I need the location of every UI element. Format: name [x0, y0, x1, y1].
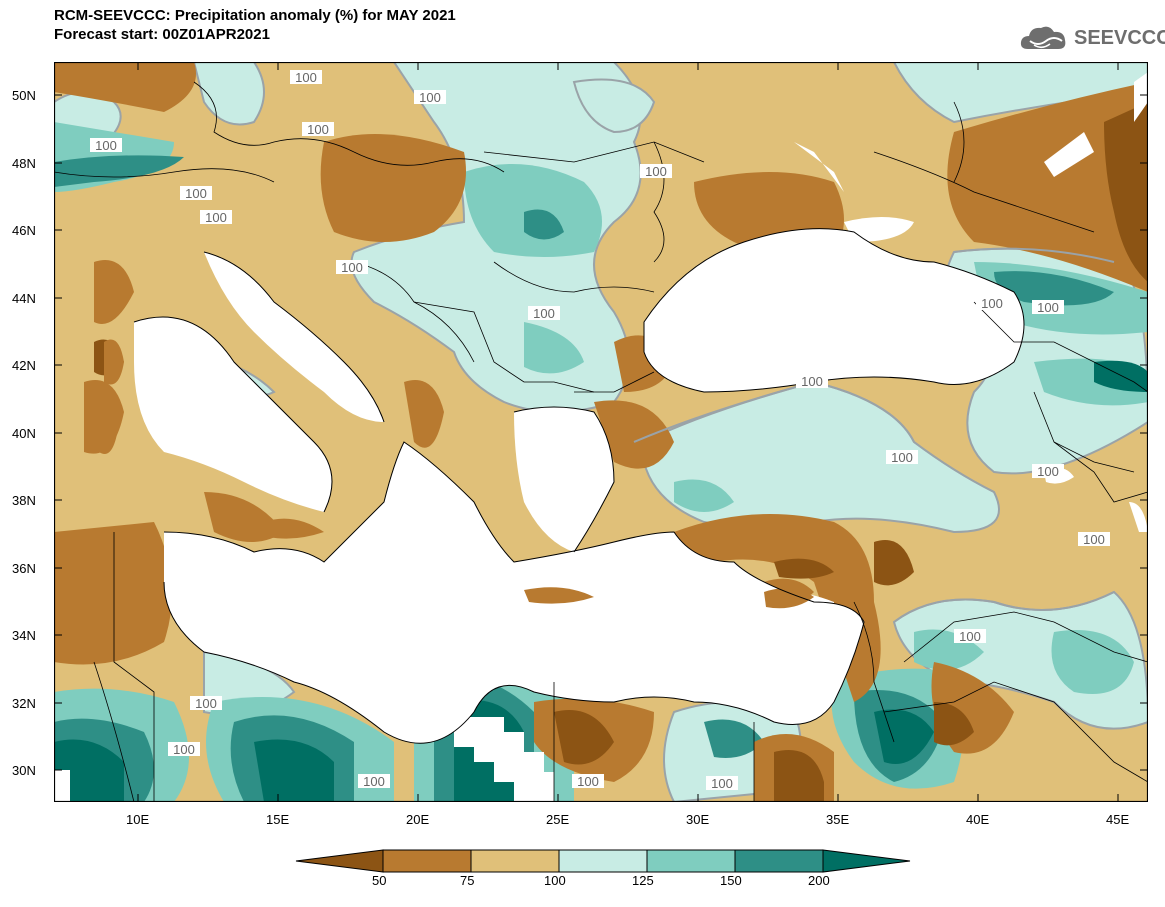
- contour-label: 100: [200, 210, 232, 225]
- lat-label: 48N: [12, 156, 36, 171]
- legend-swatch: [734, 849, 824, 873]
- legend-swatch: [822, 849, 911, 873]
- svg-text:100: 100: [295, 70, 317, 85]
- legend-swatch: [558, 849, 648, 873]
- legend-swatch: [470, 849, 560, 873]
- lat-label: 30N: [12, 763, 36, 778]
- white-block: [54, 717, 554, 802]
- contour-label: 100: [358, 774, 390, 789]
- svg-text:100: 100: [891, 450, 913, 465]
- contour-label: 100: [302, 122, 334, 137]
- lon-label: 35E: [826, 812, 850, 827]
- contour-label: 100: [1032, 464, 1064, 479]
- logo-text: SEEVCCC: [1074, 26, 1165, 49]
- svg-text:100: 100: [173, 742, 195, 757]
- contour-label: 100: [414, 90, 446, 105]
- contour-label: 100: [1032, 300, 1064, 315]
- map-title: RCM-SEEVCCC: Precipitation anomaly (%) f…: [54, 7, 456, 24]
- contour-label: 100: [90, 138, 122, 153]
- svg-text:100: 100: [341, 260, 363, 275]
- legend-tick: 125: [632, 873, 654, 888]
- contour-100-lines: [633, 247, 1115, 623]
- svg-text:100: 100: [307, 122, 329, 137]
- svg-text:100: 100: [195, 696, 217, 711]
- contour-label: 100: [572, 774, 604, 789]
- legend-tick: 75: [460, 873, 475, 888]
- color-legend: [295, 849, 911, 873]
- coastlines: [133, 228, 1025, 744]
- legend-tick: 200: [808, 873, 830, 888]
- legend-swatch: [295, 849, 384, 873]
- svg-text:100: 100: [1037, 300, 1059, 315]
- wet-light-regions: [54, 62, 1148, 802]
- lat-label: 50N: [12, 88, 36, 103]
- contour-label: 100: [706, 776, 738, 791]
- svg-text:100: 100: [981, 296, 1003, 311]
- lat-label: 44N: [12, 291, 36, 306]
- contour-label: 100: [190, 696, 222, 711]
- lon-label: 10E: [126, 812, 150, 827]
- lon-label: 15E: [266, 812, 290, 827]
- contour-label: 100: [976, 296, 1008, 311]
- contour-label: 100: [954, 629, 986, 644]
- precipitation-anomaly-map: 100 100 100 100 100 100 100 100 100 100 …: [54, 62, 1148, 802]
- contour-label: 100: [1078, 532, 1110, 547]
- lon-label: 45E: [1106, 812, 1130, 827]
- contour-label: 100: [796, 374, 828, 389]
- svg-text:100: 100: [363, 774, 385, 789]
- svg-text:100: 100: [185, 186, 207, 201]
- contour-label: 100: [640, 164, 672, 179]
- contour-label: 100: [886, 450, 918, 465]
- contour-labels: 100 100 100 100 100 100 100 100 100 100 …: [90, 70, 1110, 791]
- country-borders: [54, 81, 1148, 802]
- svg-text:100: 100: [1037, 464, 1059, 479]
- seevccc-logo: SEEVCCC: [1018, 20, 1165, 56]
- svg-text:100: 100: [533, 306, 555, 321]
- legend-swatch: [382, 849, 472, 873]
- svg-text:100: 100: [959, 629, 981, 644]
- lon-label: 30E: [686, 812, 710, 827]
- legend-tick: 150: [720, 873, 742, 888]
- contour-label: 100: [290, 70, 322, 85]
- svg-text:100: 100: [645, 164, 667, 179]
- contour-label: 100: [528, 306, 560, 321]
- svg-text:100: 100: [95, 138, 117, 153]
- cloud-icon: [1020, 26, 1066, 49]
- lat-label: 36N: [12, 561, 36, 576]
- legend-tick: 50: [372, 873, 387, 888]
- lon-label: 25E: [546, 812, 570, 827]
- contour-label: 100: [168, 742, 200, 757]
- legend-swatch: [646, 849, 736, 873]
- svg-text:100: 100: [577, 774, 599, 789]
- lon-label: 20E: [406, 812, 430, 827]
- tick-marks: [54, 62, 1148, 802]
- forecast-start: Forecast start: 00Z01APR2021: [54, 26, 270, 43]
- lat-label: 32N: [12, 696, 36, 711]
- legend-tick: 100: [544, 873, 566, 888]
- svg-text:100: 100: [711, 776, 733, 791]
- islands: [94, 339, 814, 609]
- svg-text:100: 100: [1083, 532, 1105, 547]
- svg-text:100: 100: [205, 210, 227, 225]
- lat-label: 34N: [12, 628, 36, 643]
- svg-text:100: 100: [801, 374, 823, 389]
- lat-label: 40N: [12, 426, 36, 441]
- map-frame: [54, 62, 1148, 802]
- lat-label: 42N: [12, 358, 36, 373]
- contour-label: 100: [180, 186, 212, 201]
- lat-label: 46N: [12, 223, 36, 238]
- svg-text:100: 100: [419, 90, 441, 105]
- lat-label: 38N: [12, 493, 36, 508]
- seas: [134, 217, 1024, 744]
- lon-label: 40E: [966, 812, 990, 827]
- contour-label: 100: [336, 260, 368, 275]
